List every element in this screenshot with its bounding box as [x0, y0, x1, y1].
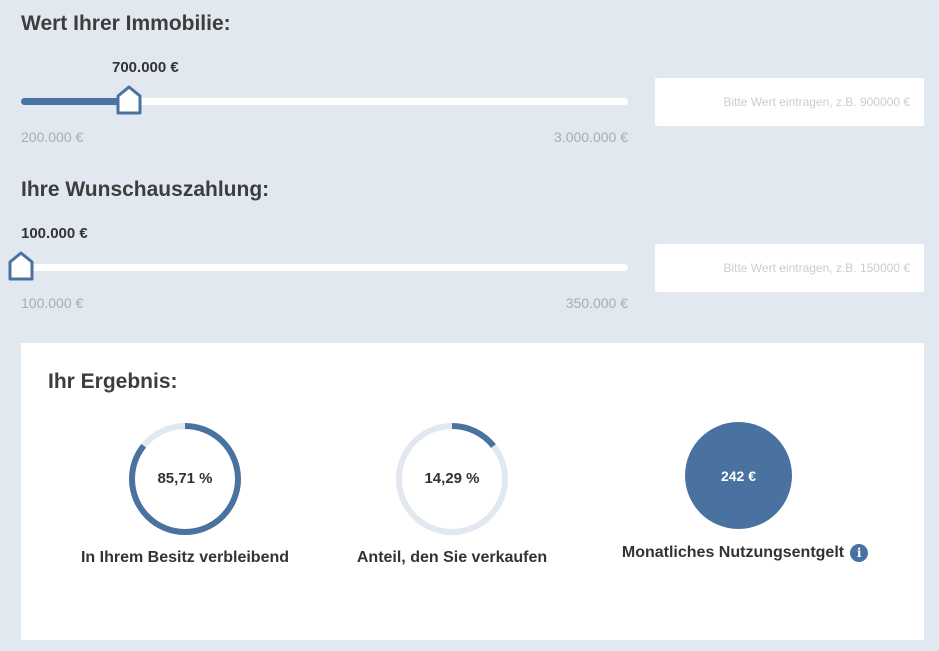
monthly-fee-value: 242 € [720, 467, 757, 484]
sold-share-caption: Anteil, den Sie verkaufen [356, 549, 548, 566]
retained-share-caption: In Ihrem Besitz verbleibend [80, 549, 290, 566]
property-value-input[interactable] [655, 78, 924, 126]
payout-max-label: 350.000 € [565, 295, 628, 311]
retained-share-value: 85,71 % [157, 470, 213, 487]
sold-ring-progress [396, 423, 508, 535]
monthly-fee-caption: Monatliches Nutzungsentgelt [621, 544, 845, 562]
payout-input[interactable] [655, 244, 924, 292]
sold-share-value: 14,29 % [424, 470, 480, 487]
property-value-slider-handle[interactable] [116, 85, 142, 115]
monthly-fee-caption-row: Monatliches Nutzungsentgelt i [600, 544, 890, 562]
payout-slider-handle[interactable] [8, 251, 34, 281]
info-icon[interactable]: i [850, 544, 869, 562]
payout-title: Ihre Wunschauszahlung: [21, 178, 270, 201]
retained-share-ring: 85,71 % [127, 421, 243, 537]
property-value-title: Wert Ihrer Immobilie: [21, 12, 231, 35]
result-title: Ihr Ergebnis: [48, 370, 178, 393]
property-value-slider-track[interactable] [21, 98, 628, 105]
payout-min-label: 100.000 € [21, 295, 84, 311]
property-value-slider-fill [21, 98, 130, 105]
property-value-min-label: 200.000 € [21, 129, 84, 145]
sold-share-ring: 14,29 % [394, 421, 510, 537]
payout-slider-track[interactable] [21, 264, 628, 271]
property-value-max-label: 3.000.000 € [554, 129, 628, 145]
payout-value-display: 100.000 € [21, 225, 88, 242]
retained-ring-progress [129, 423, 241, 535]
property-value-display: 700.000 € [112, 59, 179, 76]
monthly-fee-circle: 242 € [685, 422, 792, 529]
result-panel: Ihr Ergebnis: 85,71 % In Ihrem Besitz ve… [21, 343, 924, 640]
